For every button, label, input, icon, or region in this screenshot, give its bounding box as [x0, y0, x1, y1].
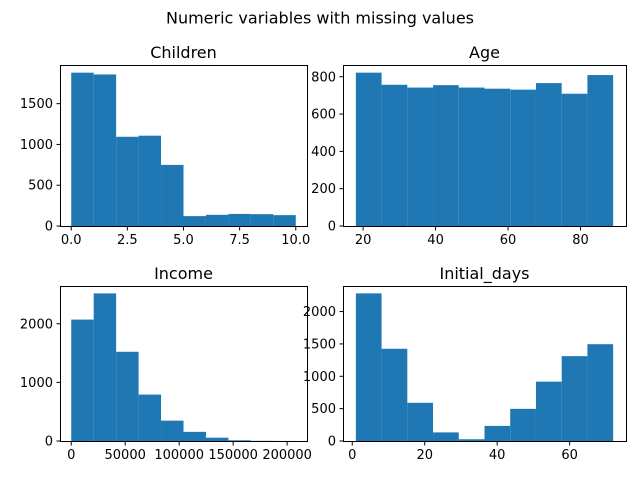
subplot-grid: Children 0.0 2.5 5.0 7.5 10.0 0 500 1000 1500 Age 2…	[20, 43, 627, 463]
initial-days-x-tick-label: 40	[489, 448, 506, 463]
initial-days-bar	[561, 356, 588, 441]
children-bar	[71, 72, 94, 227]
children-histogram: Children 0.0 2.5 5.0 7.5 10.0 0 500 1000 1500	[20, 43, 310, 248]
age-bar	[433, 85, 459, 227]
children-title: Children	[150, 43, 217, 62]
age-title: Age	[469, 43, 500, 62]
initial-days-bar	[407, 402, 434, 441]
initial-days-title: Initial_days	[439, 264, 529, 284]
age-y-tick-label: 600	[311, 108, 336, 123]
children-x-tick-label: 10.0	[281, 233, 310, 248]
age-axes-frame	[343, 65, 627, 227]
children-x-tick-label: 2.5	[117, 233, 138, 248]
children-bar	[228, 213, 251, 226]
initial-days-y-tick-label: 2000	[303, 305, 336, 320]
initial-days-bar	[381, 348, 408, 441]
income-bar	[205, 437, 229, 441]
age-bar	[535, 83, 562, 226]
income-histogram: Income 0 50000 100000 150000 200000 0 1000 2000	[20, 264, 312, 463]
age-x-tick-label: 60	[500, 233, 517, 248]
initial-days-y-tick-label: 1000	[303, 370, 336, 385]
children-bar	[273, 215, 296, 226]
income-bar	[183, 431, 206, 441]
initial-days-y-tick-label: 0	[328, 435, 336, 450]
income-y-tick-label: 1000	[20, 376, 53, 391]
children-bar	[161, 164, 184, 226]
income-x-tick-label: 200000	[262, 448, 312, 463]
income-y-tick-label: 2000	[20, 317, 53, 332]
age-bar	[561, 93, 588, 226]
income-bar	[161, 420, 184, 441]
children-x-tick-label: 5.0	[173, 233, 194, 248]
income-title: Income	[154, 264, 213, 283]
income-x-tick-label: 0	[67, 448, 75, 463]
income-axes-frame	[60, 286, 308, 442]
initial-days-bar	[458, 439, 485, 441]
children-bar	[116, 136, 139, 226]
children-x-tick-label: 7.5	[229, 233, 250, 248]
age-x-tick-label: 40	[427, 233, 444, 248]
initial-days-y-tick-label: 1500	[303, 337, 336, 352]
age-bar	[355, 72, 382, 227]
children-y-tick-label: 0	[45, 220, 53, 235]
initial-days-bar	[510, 408, 536, 441]
income-x-tick-label: 100000	[154, 448, 204, 463]
initial-days-y-tick-label: 500	[311, 402, 336, 417]
age-y-tick-label: 200	[311, 182, 336, 197]
initial-days-bar	[355, 293, 382, 441]
age-bar	[381, 84, 408, 226]
children-bar	[183, 216, 206, 226]
income-x-tick-label: 50000	[105, 448, 146, 463]
age-y-tick-label: 0	[328, 220, 336, 235]
income-bar	[71, 319, 94, 441]
income-bar	[228, 440, 251, 441]
income-x-tick-label: 150000	[208, 448, 258, 463]
age-bar	[587, 75, 614, 226]
initial-days-x-tick-label: 60	[561, 448, 578, 463]
age-bar	[510, 89, 536, 226]
age-y-tick-label: 400	[311, 145, 336, 160]
age-bar	[484, 88, 511, 226]
children-bar	[250, 214, 274, 226]
initial-days-bar	[484, 425, 511, 441]
initial-days-bar	[587, 344, 614, 441]
age-y-tick-label: 800	[311, 70, 336, 85]
children-y-tick-label: 500	[28, 179, 53, 194]
initial-days-bar	[433, 432, 459, 441]
age-bar	[458, 87, 485, 226]
children-y-tick-label: 1500	[20, 97, 53, 112]
children-bar	[205, 214, 229, 226]
children-bar	[138, 135, 162, 226]
initial-days-x-tick-label: 20	[416, 448, 433, 463]
income-bar	[93, 293, 117, 441]
children-bar	[93, 74, 117, 226]
income-y-tick-label: 0	[45, 435, 53, 450]
income-bar	[138, 394, 162, 441]
children-y-tick-label: 1000	[20, 138, 53, 153]
initial-days-axes-frame	[343, 286, 627, 442]
income-bar	[116, 351, 139, 441]
figure-suptitle: Numeric variables with missing values	[166, 9, 474, 28]
age-x-tick-label: 20	[355, 233, 372, 248]
initial-days-bar	[535, 381, 562, 441]
age-bar	[407, 87, 434, 226]
age-x-tick-label: 80	[572, 233, 589, 248]
children-x-tick-label: 0.0	[61, 233, 82, 248]
initial-days-histogram: Initial_days 0 20 40 60 0 500 1000 1500 2000	[303, 264, 627, 463]
initial-days-x-tick-label: 0	[348, 448, 356, 463]
